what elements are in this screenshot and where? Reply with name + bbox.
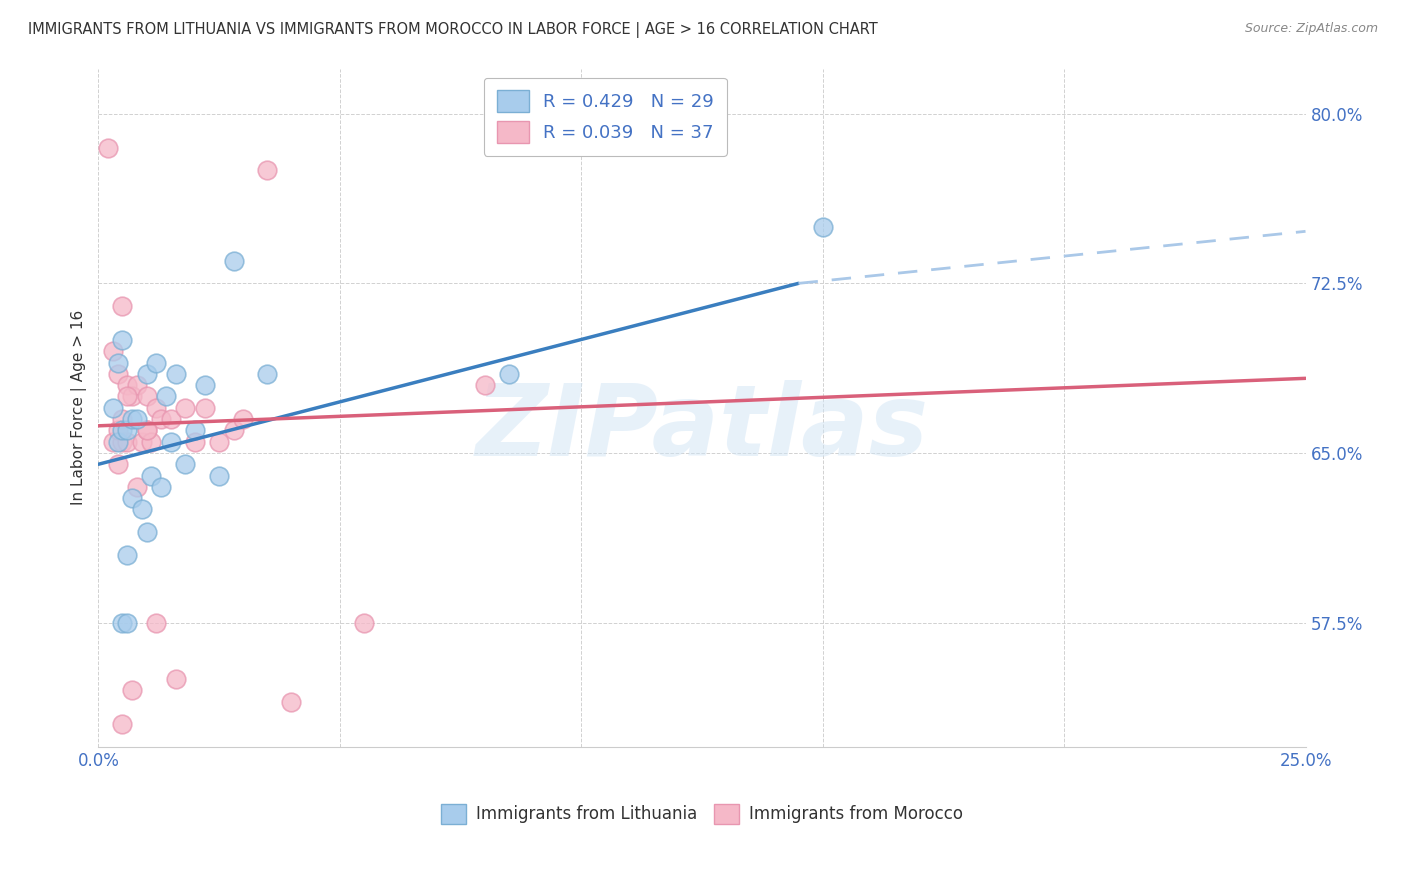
Point (159, 412, 181, 426)
Point (155, 389, 177, 403)
Point (150, 412, 173, 426)
Point (145, 355, 167, 369)
Point (107, 457, 129, 471)
Point (117, 423, 139, 437)
Point (125, 412, 148, 426)
Point (208, 468, 231, 483)
Point (97, 141, 120, 155)
Point (159, 434, 181, 449)
Text: Source: ZipAtlas.com: Source: ZipAtlas.com (1244, 22, 1378, 36)
Point (107, 355, 129, 369)
Point (498, 367, 520, 381)
Point (107, 434, 129, 449)
Point (256, 367, 278, 381)
Point (222, 423, 245, 437)
Point (111, 423, 134, 437)
Point (135, 423, 157, 437)
Point (111, 333, 134, 347)
Point (141, 434, 163, 449)
Point (121, 389, 143, 403)
Point (174, 401, 197, 415)
Point (184, 423, 207, 437)
Point (131, 502, 153, 516)
Point (131, 434, 153, 449)
Point (135, 423, 157, 437)
Point (101, 401, 124, 415)
Point (117, 548, 139, 562)
Point (256, 163, 278, 178)
Point (184, 434, 207, 449)
Y-axis label: In Labor Force | Age > 16: In Labor Force | Age > 16 (72, 310, 87, 506)
Point (141, 468, 163, 483)
Point (121, 491, 143, 506)
Point (121, 412, 143, 426)
Point (165, 672, 187, 686)
Point (280, 695, 302, 709)
Point (145, 401, 167, 415)
Point (194, 401, 217, 415)
Point (107, 367, 129, 381)
Point (121, 683, 143, 698)
Point (101, 344, 124, 359)
Point (117, 434, 139, 449)
Point (222, 253, 245, 268)
Point (474, 378, 496, 392)
Point (135, 389, 157, 403)
Point (117, 389, 139, 403)
Point (111, 412, 134, 426)
Point (107, 423, 129, 437)
Point (208, 434, 231, 449)
Point (194, 378, 217, 392)
Point (353, 615, 375, 630)
Point (111, 717, 134, 731)
Point (125, 378, 148, 392)
Point (232, 412, 254, 426)
Point (135, 525, 157, 540)
Text: IMMIGRANTS FROM LITHUANIA VS IMMIGRANTS FROM MOROCCO IN LABOR FORCE | AGE > 16 C: IMMIGRANTS FROM LITHUANIA VS IMMIGRANTS … (28, 22, 877, 38)
Point (111, 615, 134, 630)
Point (117, 615, 139, 630)
Point (111, 434, 134, 449)
Point (135, 367, 157, 381)
Point (101, 434, 124, 449)
Legend: Immigrants from Lithuania, Immigrants from Morocco: Immigrants from Lithuania, Immigrants fr… (433, 796, 972, 832)
Point (150, 480, 173, 494)
Point (174, 457, 197, 471)
Point (125, 480, 148, 494)
Point (117, 378, 139, 392)
Point (145, 615, 167, 630)
Point (811, 219, 834, 234)
Point (111, 299, 134, 313)
Text: ZIPatlas: ZIPatlas (475, 380, 928, 476)
Point (165, 367, 187, 381)
